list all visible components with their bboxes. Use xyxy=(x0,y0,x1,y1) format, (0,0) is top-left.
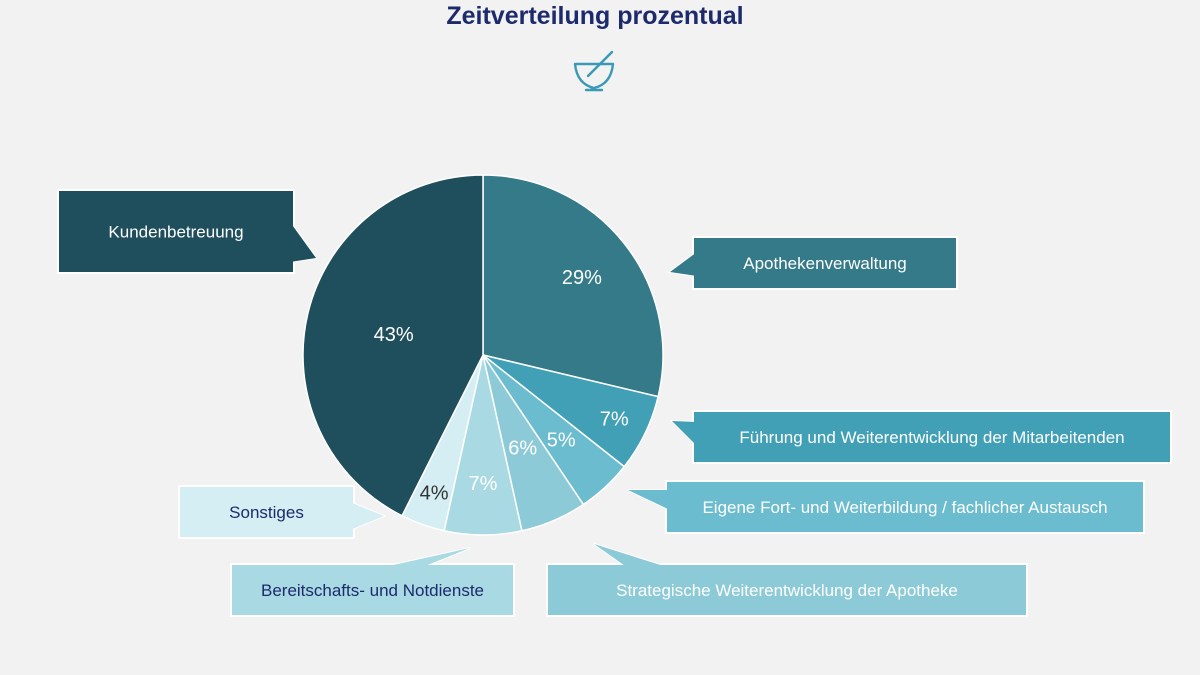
slice-percent-label: 6% xyxy=(508,438,537,460)
pie-slice-1 xyxy=(482,174,664,398)
slice-percent-label: 5% xyxy=(547,430,576,452)
callout-7: Kundenbetreuung xyxy=(57,189,318,274)
callout-label: Eigene Fort- und Weiterbildung / fachlic… xyxy=(702,498,1107,517)
callout-4: Strategische Weiterentwicklung der Apoth… xyxy=(546,543,1028,617)
callout-label: Strategische Weiterentwicklung der Apoth… xyxy=(616,581,958,600)
callout-5: Bereitschafts- und Notdienste xyxy=(230,547,515,617)
chart-title: Zeitverteilung prozentual xyxy=(446,2,744,30)
slice-percent-label: 29% xyxy=(562,267,602,289)
callout-label: Kundenbetreuung xyxy=(108,223,243,242)
slice-percent-label: 7% xyxy=(600,409,629,431)
callout-6: Sonstiges xyxy=(178,485,387,539)
pie-slice-7 xyxy=(302,174,484,517)
callout-label: Bereitschafts- und Notdienste xyxy=(261,581,484,600)
callout-label: Sonstiges xyxy=(229,503,304,522)
callout-2: Führung und Weiterentwicklung der Mitarb… xyxy=(669,410,1172,464)
callout-1: Apothekenverwaltung xyxy=(667,236,958,290)
slice-percent-label: 43% xyxy=(374,324,414,346)
mortar-pestle-icon xyxy=(573,50,615,92)
callout-label: Apothekenverwaltung xyxy=(743,254,907,273)
slice-percent-label: 4% xyxy=(420,482,449,504)
slice-percent-label: 7% xyxy=(469,473,498,495)
callout-3: Eigene Fort- und Weiterbildung / fachlic… xyxy=(627,480,1145,534)
callout-label: Führung und Weiterentwicklung der Mitarb… xyxy=(739,428,1124,447)
